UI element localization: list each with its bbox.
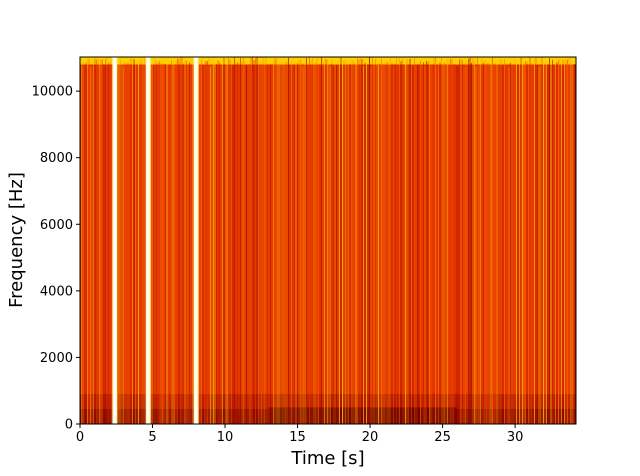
y-tick-label: 8000 <box>40 151 73 166</box>
plot-frame <box>79 56 577 425</box>
silent-segment <box>113 57 117 424</box>
y-axis-label: Frequency [Hz] <box>6 172 27 308</box>
spectrogram-columns <box>80 57 576 424</box>
x-axis: 0 5 10 15 20 25 30 <box>76 424 524 445</box>
x-axis-label: Time [s] <box>290 448 364 469</box>
silent-segment <box>146 57 150 424</box>
y-axis: 0 2000 4000 6000 8000 10000 <box>32 85 80 433</box>
silent-segments <box>112 57 199 424</box>
x-tick-label: 20 <box>362 430 379 445</box>
plot-area <box>80 57 576 424</box>
y-tick-label: 6000 <box>40 218 73 233</box>
x-tick-label: 25 <box>434 430 451 445</box>
x-tick-label: 0 <box>76 430 84 445</box>
y-tick-label: 0 <box>65 418 73 433</box>
silent-segment <box>194 57 198 424</box>
x-tick-label: 10 <box>217 430 234 445</box>
x-tick-label: 15 <box>289 430 306 445</box>
dark-bass-region <box>268 407 458 424</box>
y-tick-label: 10000 <box>32 85 73 100</box>
y-tick-label: 4000 <box>40 284 73 299</box>
y-tick-label: 2000 <box>40 351 73 366</box>
x-tick-label: 5 <box>148 430 156 445</box>
x-tick-label: 30 <box>507 430 524 445</box>
